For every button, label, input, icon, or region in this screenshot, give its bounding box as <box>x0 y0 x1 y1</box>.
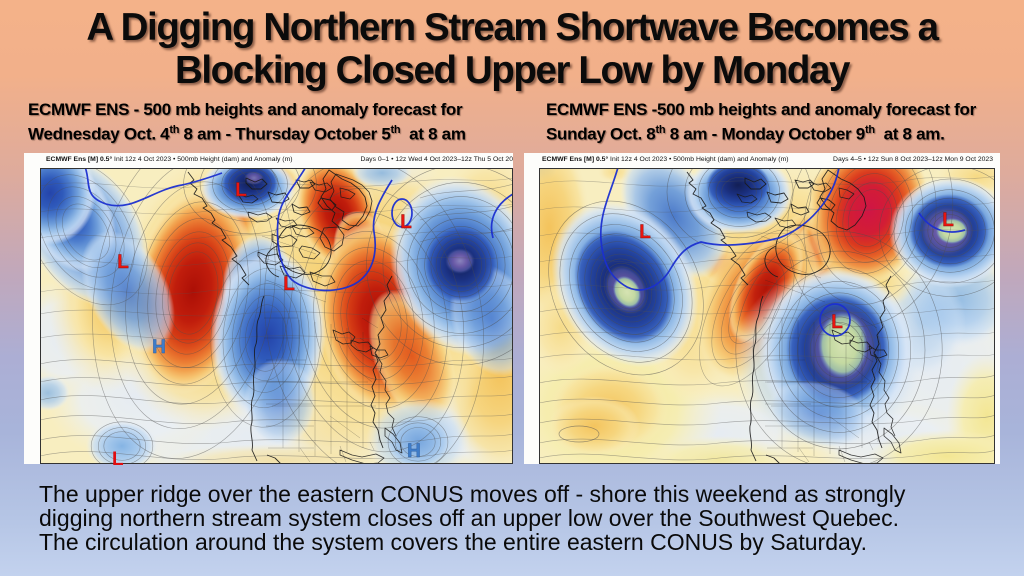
svg-text:L: L <box>117 252 129 273</box>
svg-text:L: L <box>235 180 247 201</box>
svg-text:L: L <box>639 222 651 243</box>
svg-text:L: L <box>831 312 843 333</box>
svg-text:L: L <box>400 212 412 233</box>
svg-text:L: L <box>283 274 295 295</box>
svg-text:H: H <box>152 337 166 358</box>
svg-text:L: L <box>942 210 954 231</box>
svg-text:H: H <box>407 441 421 462</box>
